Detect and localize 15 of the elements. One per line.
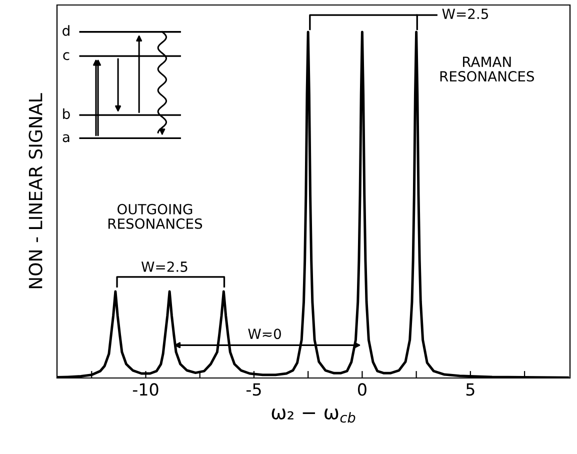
x-tick-label: 0 bbox=[358, 383, 366, 396]
annotation: d bbox=[62, 25, 70, 36]
x-tick-label: -5 bbox=[246, 383, 261, 396]
annotation: RAMAN RESONANCES bbox=[440, 56, 534, 82]
x-tick-label: 5 bbox=[466, 383, 474, 396]
text: W=2.5 bbox=[442, 8, 488, 20]
x-tick-label: -10 bbox=[132, 383, 158, 396]
annotation: W≂0 bbox=[248, 328, 281, 340]
annotation: OUTGOING RESONANCES bbox=[108, 204, 202, 229]
x-axis-title: ω₂ − ω$_{cb}$ bbox=[272, 408, 356, 423]
annotation: c bbox=[63, 52, 70, 60]
annotation: b bbox=[63, 108, 70, 120]
y-axis-title: NON - LINEAR SIGNAL bbox=[28, 93, 42, 288]
annotation: a bbox=[62, 134, 70, 142]
annotation: W=2.5 bbox=[141, 261, 188, 272]
